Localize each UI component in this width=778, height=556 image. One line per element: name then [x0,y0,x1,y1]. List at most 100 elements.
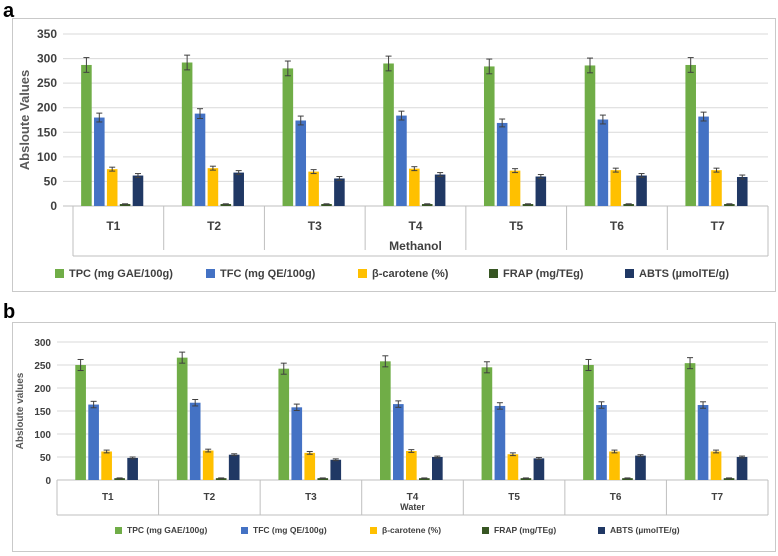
y-tick-label-150: 150 [34,407,51,418]
bar-t1-tfc-mg-qe-100g [88,404,99,480]
y-tick-label-100: 100 [34,430,51,441]
chart-a-frame: 0 50 100 150 200 250 300 350 Absloute Values T1 T2… [12,18,776,292]
bar-t7-frap-mg-teg [724,204,735,206]
bar-t1-tpc-mg-gae-100g [81,64,92,207]
bar-t7-tfc-mg-qe-100g [697,405,709,480]
bar-t1-abts-molte-g [132,175,144,206]
x-tick-label-t5: T5 [508,492,520,503]
legend-label-frap-mg-teg: FRAP (mg/TEg) [503,268,584,280]
bar-t3-frap-mg-teg [321,204,332,206]
bar-t7-tpc-mg-gae-100g [685,64,696,207]
bar-t7-carotene [711,170,722,206]
x-tick-label-t1: T1 [102,492,114,503]
bar-t4-carotene [405,451,417,480]
panel-label-b: b [3,301,16,323]
bar-t2-tpc-mg-gae-100g [176,357,188,480]
legend-swatch-tfc-mg-qe-100g [241,527,248,534]
bar-t1-abts-molte-g [127,457,138,480]
y-tick-label-250: 250 [34,361,51,372]
y-tick-label-50: 50 [44,174,58,188]
bar-t7-frap-mg-teg [723,478,735,480]
bar-t2-carotene [202,450,214,480]
y-tick-label-350: 350 [37,27,57,41]
legend-label-frap-mg-teg: FRAP (mg/TEg) [494,525,556,535]
legend-swatch-carotene [370,527,377,534]
bar-t6-tpc-mg-gae-100g [584,65,596,206]
bar-t4-abts-molte-g [434,174,446,206]
bar-t3-carotene [304,452,316,480]
y-tick-label-150: 150 [37,125,57,139]
bar-t6-tpc-mg-gae-100g [583,365,594,480]
bar-t1-frap-mg-teg [114,478,125,480]
chart-a: 0 50 100 150 200 250 300 350 Absloute Values T1 T2… [17,27,769,280]
x-tick-label-t5: T5 [509,219,523,233]
legend-swatch-abts-molte-g [625,269,634,278]
x-tick-label-t4: T4 [407,492,419,503]
bar-t3-tpc-mg-gae-100g [278,368,290,480]
legend-label-tfc-mg-qe-100g: TFC (mg QE/100g) [220,268,316,280]
x-tick-label-t1: T1 [106,219,120,233]
bar-t5-tfc-mg-qe-100g [496,122,508,206]
x-tick-label-t3: T3 [308,219,322,233]
bar-t3-carotene [308,171,319,206]
legend-swatch-tpc-mg-gae-100g [115,527,122,534]
x-tick-label-t6: T6 [610,219,624,233]
bar-t5-frap-mg-teg [522,204,534,206]
legend-swatch-tpc-mg-gae-100g [55,269,64,278]
y-axis-title: Absloute values [15,372,26,449]
bar-t7-abts-molte-g [736,457,748,480]
bar-t2-tpc-mg-gae-100g [181,62,193,207]
chart-b-frame: 0 50 100 150 200 250 300 Absloute values T1 T2 T3 T… [12,322,776,552]
bar-t3-tpc-mg-gae-100g [282,68,294,207]
bar-t1-tfc-mg-qe-100g [94,117,105,206]
legend-label-abts-molte-g: ABTS (µmolTE/g) [610,525,680,535]
bar-t1-tpc-mg-gae-100g [75,365,86,480]
y-tick-label-200: 200 [37,101,57,115]
bar-t7-carotene [710,451,722,480]
y-tick-label-250: 250 [37,76,57,90]
bar-t5-tpc-mg-gae-100g [481,367,493,480]
x-tick-label-t2: T2 [207,219,221,233]
x-tick-label-t7: T7 [711,492,723,503]
bar-t3-abts-molte-g [334,178,345,206]
x-tick-label-t3: T3 [305,492,317,503]
x-axis-title: Water [400,502,425,512]
bar-t5-tfc-mg-qe-100g [494,405,506,480]
legend-label-abts-molte-g: ABTS (µmolTE/g) [639,268,729,280]
legend-label-tpc-mg-gae-100g: TPC (mg GAE/100g) [127,525,207,535]
bar-t2-tfc-mg-qe-100g [189,402,201,480]
bar-t7-tpc-mg-gae-100g [684,363,696,480]
y-tick-label-300: 300 [37,52,57,66]
y-tick-label-200: 200 [34,384,51,395]
legend-swatch-carotene [358,269,367,278]
y-tick-label-0: 0 [45,476,51,487]
bar-t6-abts-molte-g [635,455,646,480]
bar-t5-carotene [507,454,519,480]
legend-swatch-tfc-mg-qe-100g [206,269,215,278]
bar-t5-carotene [509,170,521,206]
bar-t2-abts-molte-g [228,454,240,480]
y-tick-label-0: 0 [50,199,57,213]
bar-t4-tpc-mg-gae-100g [379,361,391,480]
y-axis-title: Absloute Values [17,70,32,170]
legend-label-tfc-mg-qe-100g: TFC (mg QE/100g) [253,525,327,535]
bar-t5-abts-molte-g [533,458,545,480]
bar-t3-tfc-mg-qe-100g [291,407,303,480]
bar-t7-tfc-mg-qe-100g [698,116,709,206]
y-tick-label-50: 50 [40,453,52,464]
bar-t2-frap-mg-teg [220,204,232,206]
legend-swatch-frap-mg-teg [482,527,489,534]
bar-t6-frap-mg-teg [622,478,633,480]
bar-t7-abts-molte-g [736,177,748,206]
bar-t6-carotene [610,170,622,206]
bar-t2-tfc-mg-qe-100g [194,113,206,206]
bar-t3-frap-mg-teg [317,478,329,480]
bar-t2-carotene [207,168,219,206]
bar-t4-tfc-mg-qe-100g [392,404,404,480]
legend-label-carotene: β-carotene (%) [382,525,441,535]
bar-t5-frap-mg-teg [520,478,532,480]
bar-t6-frap-mg-teg [623,204,634,206]
panel-label-a: a [3,0,15,22]
bar-t4-frap-mg-teg [421,204,433,206]
bar-t1-carotene [106,169,118,206]
